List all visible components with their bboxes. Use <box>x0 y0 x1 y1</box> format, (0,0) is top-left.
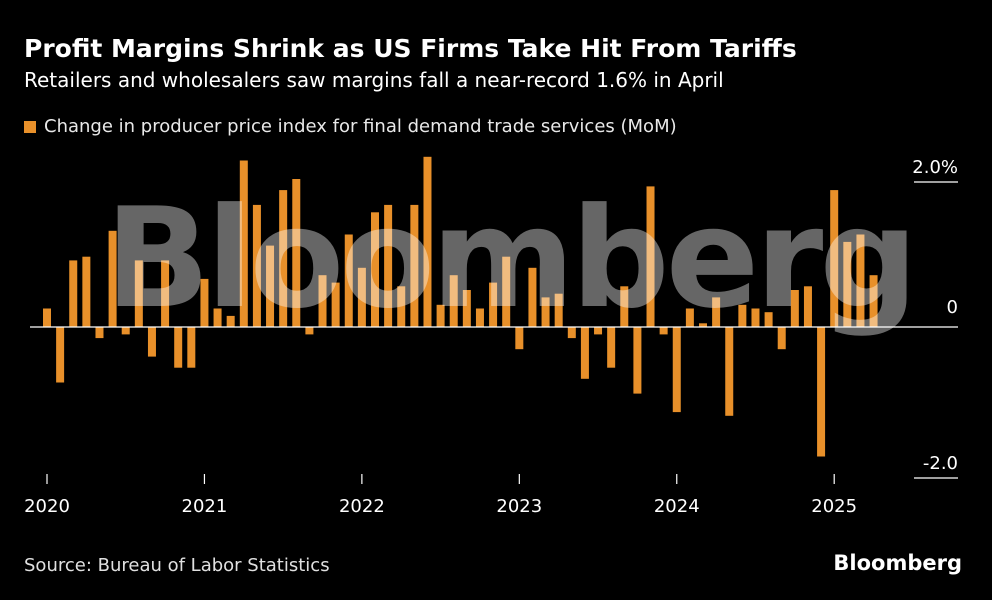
bar-2022-11 <box>489 282 498 327</box>
bar-2023-06 <box>580 327 589 379</box>
bar-2022-03 <box>384 204 393 327</box>
bar-2024-01 <box>672 327 681 413</box>
bar-2021-07 <box>279 190 288 327</box>
bar-2021-09 <box>305 327 314 335</box>
bar-2022-08 <box>449 275 458 327</box>
bar-2021-06 <box>266 245 275 327</box>
legend-label: Change in producer price index for final… <box>44 116 677 137</box>
y-tick-label: 2.0% <box>912 157 958 178</box>
bar-2023-07 <box>594 327 603 335</box>
bar-2022-02 <box>371 212 379 327</box>
bar-2023-05 <box>567 327 576 339</box>
bar-2022-12 <box>502 256 511 327</box>
y-tick-label: -2.0 <box>923 453 958 474</box>
bar-2025-03 <box>856 234 865 327</box>
bar-2022-07 <box>436 304 445 327</box>
bar-2020-08 <box>134 260 143 327</box>
x-tick-label-2024: 2024 <box>654 496 700 517</box>
bar-2021-01 <box>200 278 209 327</box>
chart-subtitle: Retailers and wholesalers saw margins fa… <box>24 68 724 92</box>
bar-2021-11 <box>331 282 340 327</box>
bar-2020-12 <box>187 327 196 368</box>
bar-2020-05 <box>95 327 104 339</box>
x-tick-label-2022: 2022 <box>339 496 385 517</box>
x-tick-label-2025: 2025 <box>811 496 857 517</box>
bar-2020-11 <box>174 327 183 368</box>
bar-2024-11 <box>803 286 812 327</box>
bar-2024-05 <box>725 327 734 416</box>
bars-group <box>43 156 878 457</box>
x-tick-label-2021: 2021 <box>182 496 228 517</box>
bar-2022-05 <box>410 204 419 327</box>
bar-2024-02 <box>685 308 694 327</box>
bar-2024-04 <box>712 297 721 327</box>
bar-2020-06 <box>108 230 117 327</box>
bar-2023-04 <box>554 293 563 327</box>
bar-2025-01 <box>830 190 839 327</box>
bar-2020-10 <box>161 260 170 327</box>
bar-2023-10 <box>633 327 642 394</box>
legend: Change in producer price index for final… <box>24 116 677 137</box>
bar-2024-09 <box>777 327 786 350</box>
y-tick-label: 0 <box>947 297 958 318</box>
bar-2020-04 <box>82 256 91 327</box>
bar-2022-06 <box>423 156 432 327</box>
bar-2020-09 <box>147 327 156 357</box>
bar-2023-03 <box>541 297 550 327</box>
bar-2022-10 <box>475 308 484 327</box>
bar-2021-08 <box>292 179 301 327</box>
x-tick-label-2020: 2020 <box>24 496 70 517</box>
axes-group: 2.0% 0 -2.0 2020 2021 2022 2023 2024 2025 <box>24 157 958 517</box>
bar-2020-02 <box>56 327 65 383</box>
bar-2024-08 <box>764 312 773 327</box>
bar-2022-04 <box>397 286 406 327</box>
bar-2023-11 <box>646 186 655 327</box>
bar-2022-09 <box>462 290 471 327</box>
bar-2020-01 <box>43 308 51 327</box>
source-note: Source: Bureau of Labor Statistics <box>24 555 330 576</box>
legend-swatch <box>24 120 36 133</box>
bar-2021-12 <box>344 234 353 327</box>
bar-2021-02 <box>213 308 222 327</box>
bar-2021-04 <box>239 160 248 327</box>
bar-2025-04 <box>869 275 878 327</box>
bar-2024-07 <box>751 308 760 327</box>
bar-2021-05 <box>252 204 261 327</box>
bar-2024-10 <box>790 290 799 327</box>
bar-2021-10 <box>318 275 327 327</box>
bloomberg-logo: Bloomberg <box>833 551 962 575</box>
bar-2021-03 <box>226 315 235 327</box>
x-tick-label-2023: 2023 <box>496 496 542 517</box>
bar-2022-01 <box>357 267 366 327</box>
bar-2020-07 <box>121 327 130 335</box>
chart-title: Profit Margins Shrink as US Firms Take H… <box>24 34 797 63</box>
bar-2024-12 <box>817 327 826 457</box>
bar-2020-03 <box>69 260 78 327</box>
bar-2023-09 <box>620 286 629 327</box>
bar-2024-06 <box>738 304 747 327</box>
bar-2023-08 <box>607 327 616 368</box>
bar-2025-02 <box>843 241 852 327</box>
bar-2024-03 <box>699 323 707 327</box>
bar-2023-02 <box>528 267 537 327</box>
bar-2023-12 <box>659 327 668 335</box>
bar-2023-01 <box>515 327 524 350</box>
